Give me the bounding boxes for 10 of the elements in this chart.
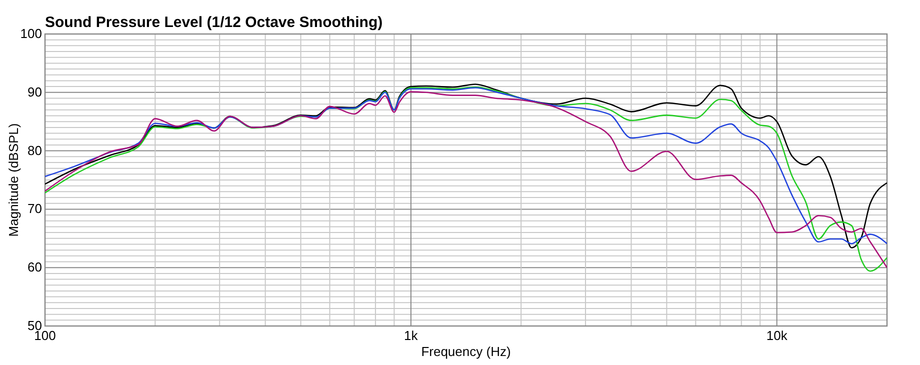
y-tick-label: 70 xyxy=(28,201,42,216)
chart-title: Sound Pressure Level (1/12 Octave Smoothing) xyxy=(45,14,383,31)
y-tick-label: 60 xyxy=(28,260,42,275)
x-axis-title: Frequency (Hz) xyxy=(421,344,511,359)
x-tick-label: 10k xyxy=(766,328,788,343)
y-tick-label: 100 xyxy=(20,26,42,41)
x-tick-label: 1k xyxy=(404,328,418,343)
y-tick-label: 80 xyxy=(28,142,42,158)
y-axis-title: Magnitude (dBSPL) xyxy=(6,123,21,237)
y-tick-label: 90 xyxy=(28,84,42,100)
